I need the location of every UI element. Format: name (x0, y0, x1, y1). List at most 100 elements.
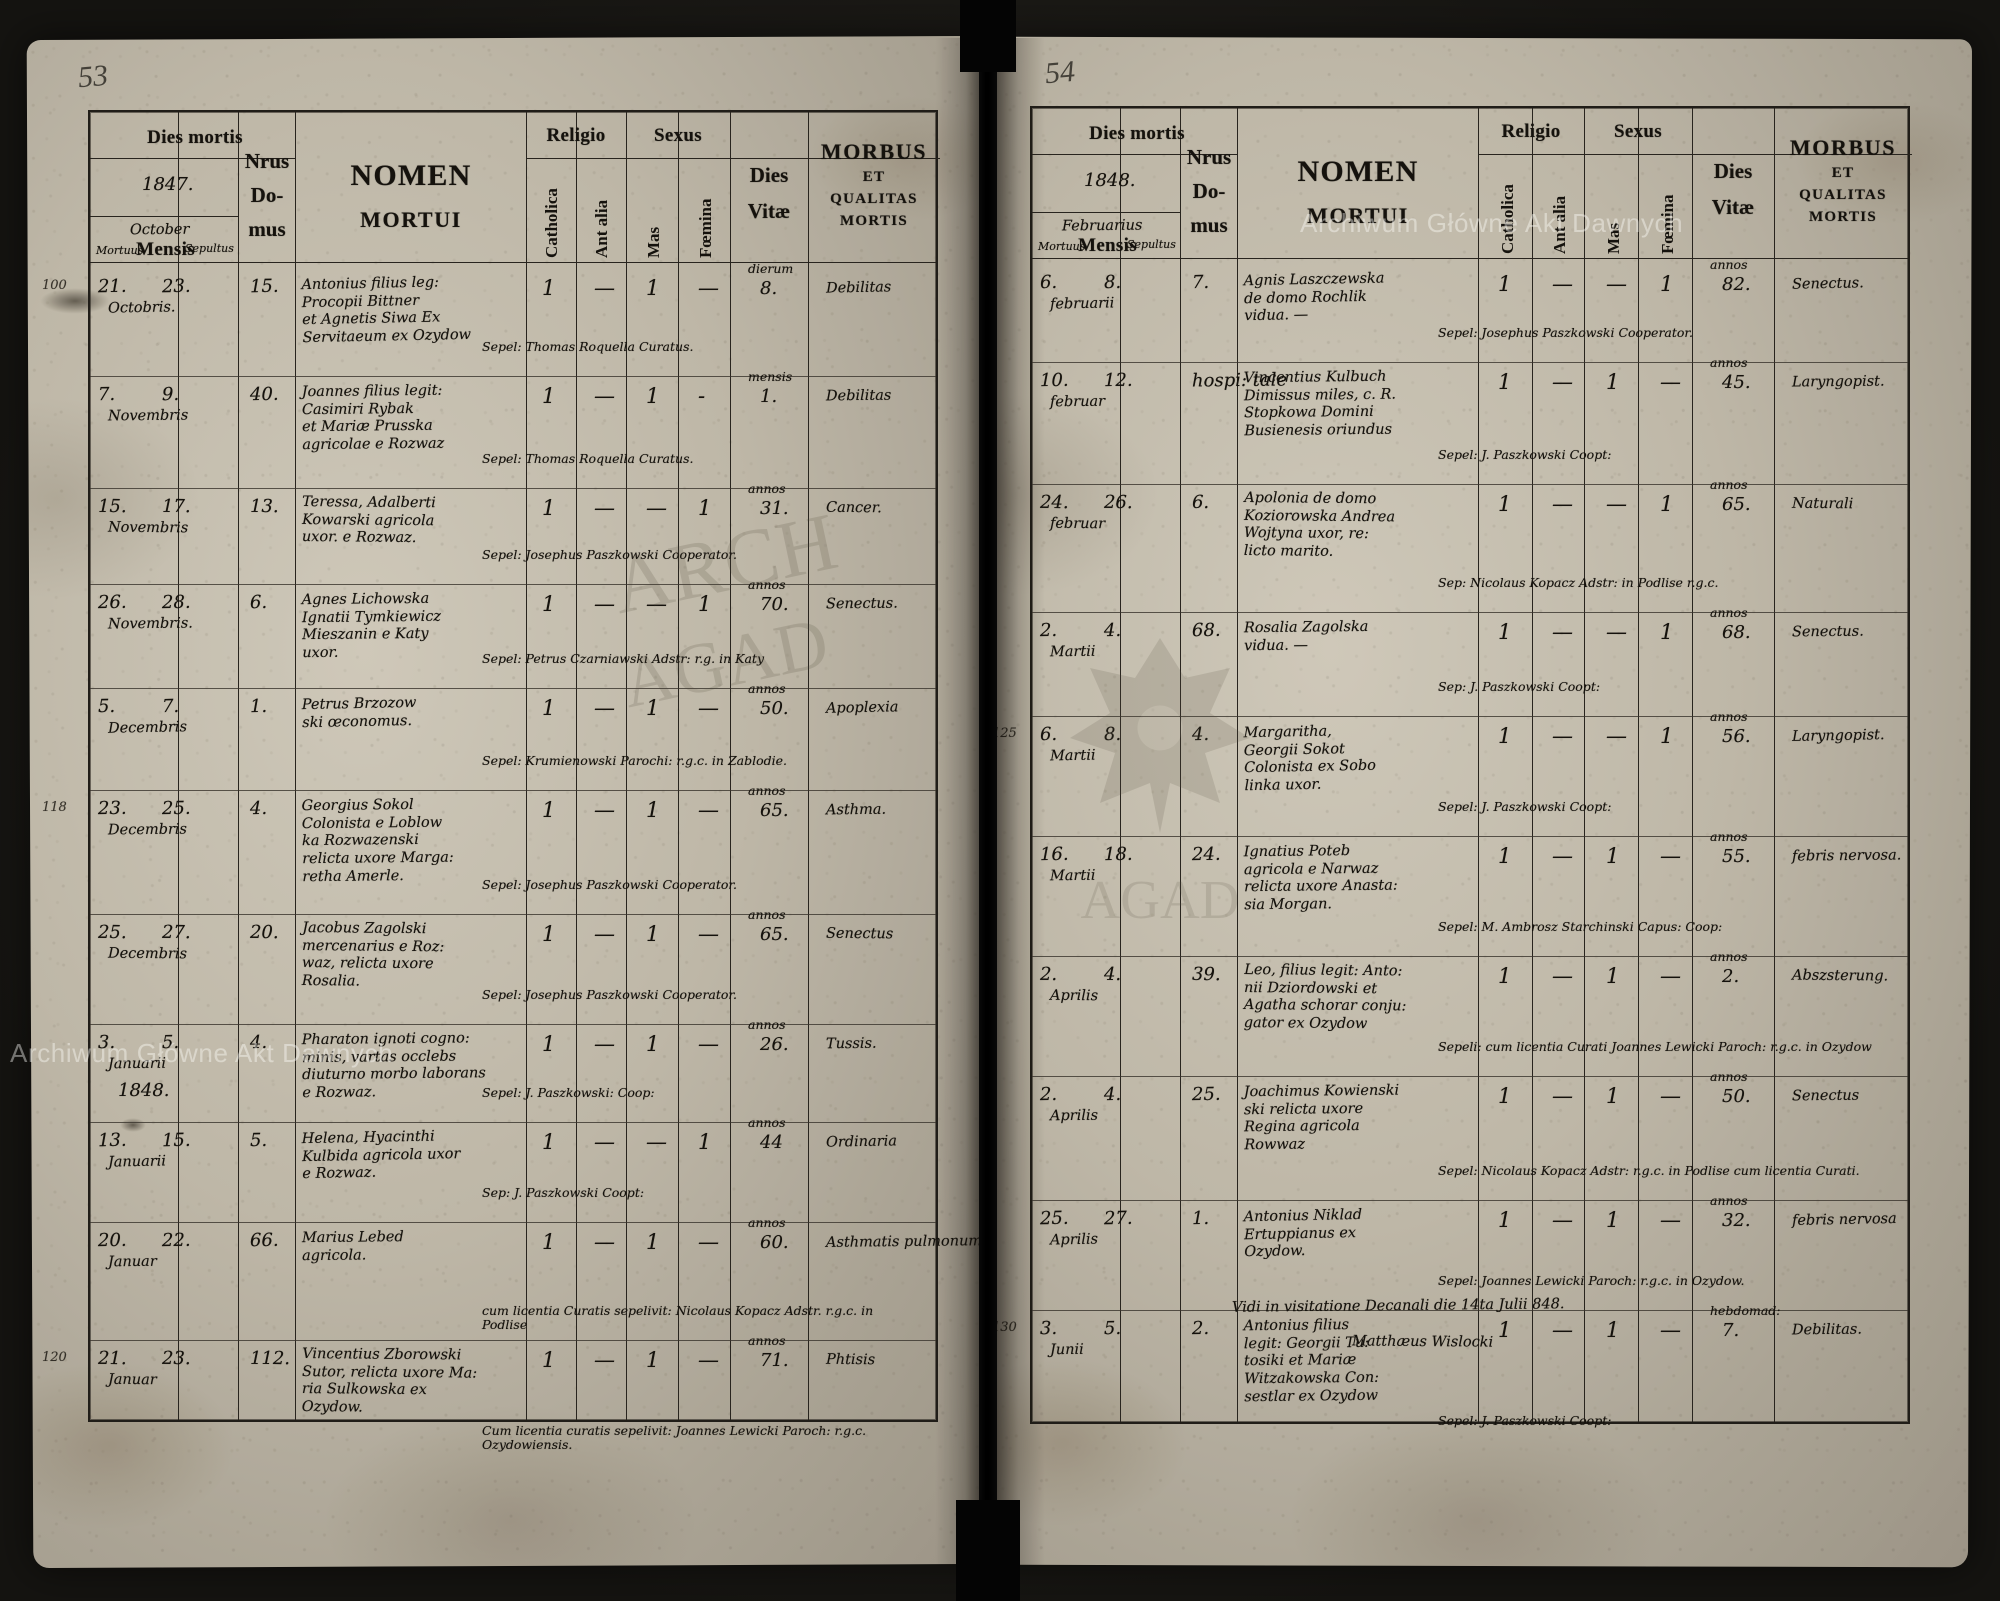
cell-catholica: 1 (542, 592, 556, 616)
cell-foemina: — (698, 922, 719, 946)
cell-age-unit: annos (1710, 829, 1748, 844)
cell-day-of-death: 23. (97, 797, 127, 820)
cell-foemina: — (1660, 1084, 1681, 1108)
cell-foemina: 1 (698, 592, 712, 616)
header-nrus-r: Nrus (1186, 145, 1232, 169)
cell-foemina: — (698, 1348, 719, 1372)
cell-burial-officiant: Sep: J. Paszkowski Coopt: (482, 1185, 645, 1200)
name-line: minis, vartas occlebs (301, 1048, 457, 1066)
cell-catholica: 1 (1498, 1318, 1512, 1342)
cell-burial-officiant: Sepel: J. Paszkowski Coopt: (1438, 447, 1612, 462)
cell-ant-alia: — (594, 276, 615, 300)
cell-house-number: 4. (249, 1031, 268, 1054)
left-page: 53 Dies mortis (30, 38, 985, 1566)
cell-name-of-deceased: Antonius Niklad Ertuppianus ex Ozydow. (1244, 1205, 1473, 1262)
row-separator (1032, 484, 1908, 485)
cell-mas: 1 (646, 1348, 660, 1372)
cell-month: Aprilis (1049, 1107, 1099, 1125)
header-dies-mortis: Dies mortis (147, 127, 243, 148)
cell-day-of-burial: 23. (161, 275, 191, 298)
cell-day-of-burial: 9. (161, 383, 180, 406)
name-line: Leo, filius legit: Anto: (1244, 962, 1403, 980)
cell-name-of-deceased: Vincentius Zborowski Sutor, relicta uxore… (302, 1346, 525, 1419)
header-dies: Dies (749, 163, 789, 187)
cell-foemina: — (1660, 370, 1681, 394)
header-month-right: Februarius (1061, 217, 1143, 235)
cell-day-of-death: 21. (97, 275, 127, 298)
cell-mas: 1 (646, 798, 660, 822)
cell-age-unit: annos (1710, 1069, 1748, 1084)
cell-burial-officiant: cum licentia Curatis sepelivit: Nicolaus… (482, 1303, 874, 1333)
cell-mas: — (646, 592, 667, 616)
row-margin-number: 120 (42, 1350, 67, 1365)
header-mus-r: mus (1190, 213, 1228, 237)
cell-mas: 1 (646, 384, 660, 408)
header-sexus: Sexus (654, 125, 702, 146)
cell-cause-of-death: Ordinaria (825, 1133, 898, 1151)
row-margin-number: 100 (42, 278, 67, 293)
name-line: Georgius Sokol (301, 796, 414, 815)
row-separator (1032, 612, 1908, 613)
cell-house-number: 24. (1191, 843, 1221, 866)
header-morbus-r: MORBUS (1789, 135, 1897, 160)
cell-burial-officiant: Sep: J. Paszkowski Coopt: (1438, 679, 1601, 694)
cell-ant-alia: — (1552, 1208, 1573, 1232)
cell-mas: — (1606, 620, 1627, 644)
cell-cause-of-death: Debilitas (825, 387, 892, 405)
cell-cause-of-death: febris nervosa (1791, 1210, 1897, 1230)
cell-month: Novembris (107, 519, 189, 537)
cell-day-of-burial: 27. (1103, 1207, 1133, 1230)
name-line: nii Dziordowski et (1244, 979, 1378, 997)
cell-burial-officiant: Sepeli: cum licentia Curati Joannes Lewi… (1438, 1039, 1872, 1054)
cell-day-of-death: 2. (1039, 963, 1058, 986)
cell-age-value: 50. (760, 698, 789, 719)
cell-month: Novembris (107, 407, 189, 425)
cell-day-of-death: 6. (1039, 723, 1058, 746)
folio-number-right: 54 (1043, 54, 1077, 91)
name-line: Ozydow. (301, 1399, 363, 1416)
cell-age-unit: annos (748, 577, 786, 592)
cell-house-number: 15. (249, 275, 279, 298)
cell-burial-officiant: Sepel: Josephus Paszkowski Cooperator. (482, 987, 738, 1002)
cell-day-of-death: 3. (1039, 1317, 1058, 1340)
cell-name-of-deceased: Agnis Laszczewska de domo Rochlik vidua. — (1244, 269, 1473, 326)
cell-age-unit: annos (748, 681, 786, 696)
cell-mas: — (646, 496, 667, 520)
cell-ant-alia: — (594, 496, 615, 520)
cell-month: Decembris (107, 821, 188, 839)
cell-foemina: — (698, 1032, 719, 1056)
cell-ant-alia: — (594, 1348, 615, 1372)
cell-foemina: 1 (698, 496, 712, 520)
header-vitae: Vitæ (747, 199, 791, 223)
cell-catholica: 1 (542, 1348, 556, 1372)
cell-mas: 1 (646, 1032, 660, 1056)
cell-house-number: 4. (249, 797, 268, 820)
header-mus: mus (248, 217, 286, 241)
header-year-right: 1848. (1084, 170, 1136, 191)
cell-cause-of-death: Naturali (1791, 495, 1854, 513)
cell-age-value: 70. (760, 594, 789, 615)
cell-burial-officiant: Sepel: Joannes Lewicki Paroch: r.g.c. in… (1438, 1273, 1745, 1288)
cell-cause-of-death: Asthmatis pulmonum (825, 1233, 983, 1251)
rule-v-mortuus-sepultus-r (1180, 108, 1181, 1422)
cell-cause-of-death: Phtisis (825, 1351, 876, 1369)
cell-catholica: 1 (542, 696, 556, 720)
cell-age-value: 8. (760, 278, 778, 299)
name-line: Wojtyna uxor, re: (1243, 525, 1369, 543)
name-line: diuturno morbo laborans (302, 1065, 486, 1084)
cell-age-value: 7. (1722, 1320, 1740, 1341)
row-separator (1032, 716, 1908, 717)
cell-house-number: 7. (1191, 271, 1210, 294)
name-line: Ozydow. (1244, 1243, 1306, 1261)
cell-ant-alia: — (594, 1230, 615, 1254)
name-line: Busienesis oriundus (1244, 421, 1393, 440)
cell-catholica: 1 (1498, 1208, 1512, 1232)
cell-house-number: 6. (1191, 491, 1210, 514)
rule-h-header-bottom (90, 262, 936, 263)
cell-house-number: 39. (1191, 963, 1221, 986)
cell-cause-of-death: febris nervosa. (1791, 847, 1902, 865)
row-separator (1032, 1076, 1908, 1077)
header-et-r: ET (1831, 165, 1855, 181)
cell-age-value: 31. (760, 498, 789, 519)
cell-age-unit: annos (1710, 355, 1748, 370)
